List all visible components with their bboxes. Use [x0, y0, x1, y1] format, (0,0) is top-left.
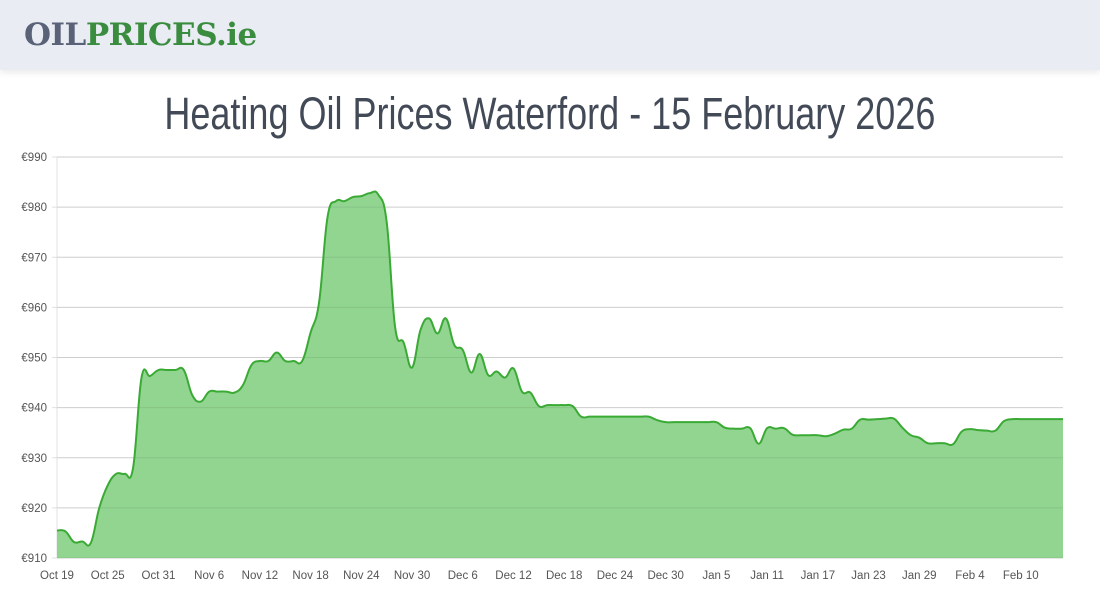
x-tick-label: Oct 19	[40, 570, 74, 582]
y-tick-label: €940	[21, 403, 47, 415]
x-tick-label: Nov 24	[343, 570, 380, 582]
y-tick-label: €980	[21, 202, 47, 214]
logo-part-prices: PRICES.ie	[85, 17, 257, 53]
x-tick-label: Nov 18	[292, 570, 328, 582]
x-tick-label: Jan 29	[902, 570, 937, 582]
page-title: Heating Oil Prices Waterford - 15 Februa…	[164, 88, 936, 139]
y-tick-label: €960	[21, 302, 47, 314]
x-tick-label: Jan 17	[801, 570, 836, 582]
x-tick-label: Nov 12	[242, 570, 278, 582]
y-tick-label: €920	[21, 503, 47, 515]
price-line	[56, 190, 1063, 547]
y-tick-label: €970	[21, 252, 47, 264]
logo-part-oil: OIL	[24, 17, 86, 53]
site-logo[interactable]: OILPRICES.ie	[24, 16, 257, 54]
x-tick-label: Oct 25	[91, 570, 125, 582]
site-header: OILPRICES.ie	[0, 0, 1100, 70]
x-tick-label: Dec 24	[597, 570, 634, 582]
x-axis-ticks: Oct 19 Oct 25 Oct 31 Nov 6 Nov 12 Nov 18 Nov 2…	[40, 570, 1039, 582]
x-tick-label: Dec 12	[495, 570, 531, 582]
page-title-wrap: Heating Oil Prices Waterford - 15 Februa…	[0, 84, 1100, 144]
y-tick-label: €930	[21, 453, 47, 465]
x-tick-label: Nov 30	[394, 570, 430, 582]
x-tick-label: Jan 11	[750, 570, 784, 582]
x-tick-label: Dec 18	[546, 570, 582, 582]
y-tick-label: €950	[21, 353, 47, 365]
x-tick-label: Feb 10	[1003, 570, 1039, 582]
x-tick-label: Feb 4	[955, 570, 985, 582]
x-tick-label: Jan 23	[851, 570, 886, 582]
x-tick-label: Dec 30	[647, 570, 683, 582]
x-tick-label: Oct 31	[142, 570, 176, 582]
price-area	[57, 191, 1063, 559]
x-tick-label: Jan 5	[702, 570, 730, 582]
x-tick-label: Nov 6	[194, 570, 224, 582]
x-tick-label: Dec 6	[448, 570, 478, 582]
y-axis-ticks: €910 €920 €930 €940 €950 €960 €970 €980 €990	[21, 152, 47, 565]
y-tick-label: €990	[21, 152, 47, 164]
y-tick-label: €910	[21, 553, 47, 565]
